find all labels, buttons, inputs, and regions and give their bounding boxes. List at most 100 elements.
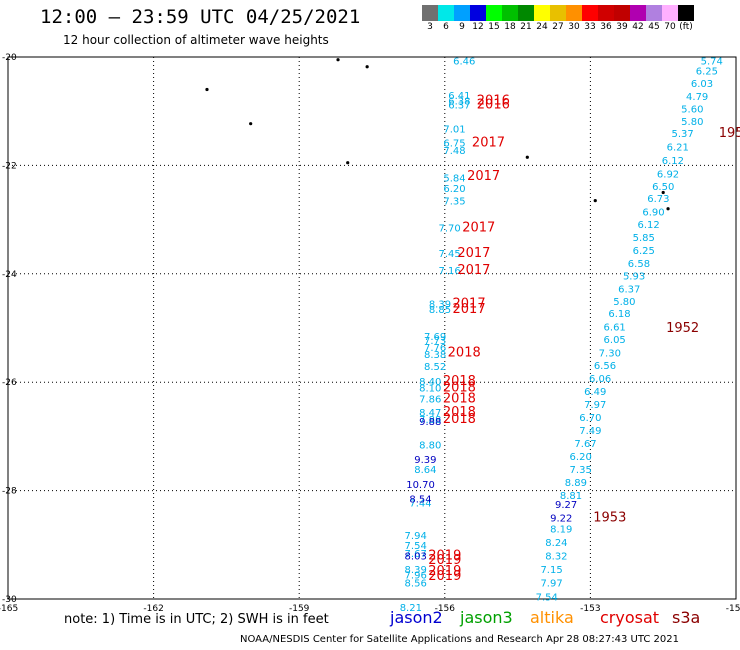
wave-height-label: 7.01 xyxy=(443,125,465,136)
wave-height-label: 2019 xyxy=(428,553,461,568)
legend-label: 24 xyxy=(536,22,548,32)
plot-frame xyxy=(7,56,737,600)
x-tick-label: -153 xyxy=(580,604,600,614)
wave-height-label: 2018 xyxy=(443,405,476,420)
wave-height-label: 8.47 xyxy=(419,408,441,419)
legend-swatch xyxy=(566,5,582,21)
wave-height-label: 7.44 xyxy=(409,499,431,510)
wave-height-label: 2018 xyxy=(448,345,481,360)
wave-height-label: 4.79 xyxy=(686,92,708,103)
wave-height-label: 7.73 xyxy=(424,336,446,347)
wave-height-label: 7.88 xyxy=(419,415,441,426)
x-tick-label: -165 xyxy=(0,604,18,614)
color-legend-labels: 3 6 9 12 15 18 21 24 27 30 33 36 39 42 45 70 (ft) xyxy=(422,22,694,32)
chart-subtitle: 12 hour collection of altimeter wave hei… xyxy=(63,33,329,47)
wave-height-label: 7.48 xyxy=(443,146,465,157)
wave-height-label: 7.67 xyxy=(405,549,427,560)
wave-height-label: 5.93 xyxy=(623,271,645,282)
island-dot xyxy=(365,65,369,69)
x-tick-label: -162 xyxy=(143,604,163,614)
wave-height-label: 7.97 xyxy=(584,400,606,411)
wave-height-label: 5.60 xyxy=(681,104,703,115)
legend-label: 6 xyxy=(443,22,449,32)
color-legend xyxy=(422,5,694,21)
wave-height-label: 6.56 xyxy=(594,361,616,372)
wave-height-label: 6.50 xyxy=(652,182,674,193)
wave-height-label: 6.12 xyxy=(662,156,684,167)
wave-height-label: 9.27 xyxy=(555,500,577,511)
wave-height-label: 2017 xyxy=(462,221,495,236)
x-tick-label: -150 xyxy=(726,604,740,614)
wave-height-label: 7.69 xyxy=(424,332,446,343)
wave-height-label: 7.45 xyxy=(439,249,461,260)
legend-label: 42 xyxy=(632,22,644,32)
legend-label: 70 xyxy=(664,22,676,32)
wave-height-label: 2017 xyxy=(453,302,486,317)
legend-label: 45 xyxy=(648,22,660,32)
island-dot xyxy=(593,199,597,203)
wave-height-label: 6.37 xyxy=(618,284,640,295)
legend-swatch xyxy=(422,5,438,21)
wave-height-label: 8.80 xyxy=(419,441,441,452)
wave-height-label: 2018 xyxy=(443,412,476,427)
satellite-label-jason2: jason2 xyxy=(390,608,443,627)
wave-height-label: 7.54 xyxy=(405,541,427,552)
wave-height-label: 8.10 xyxy=(419,384,441,395)
wave-height-label: 7.54 xyxy=(536,592,558,603)
legend-label: (ft) xyxy=(679,22,693,32)
wave-height-label: 8.56 xyxy=(405,579,427,590)
legend-swatch xyxy=(454,5,470,21)
island-dot xyxy=(666,207,670,211)
wave-height-label: 6.20 xyxy=(570,452,592,463)
legend-swatch xyxy=(534,5,550,21)
wave-height-label: 6.75 xyxy=(443,139,465,150)
satellite-label-s3a: s3a xyxy=(672,608,701,627)
island-dot xyxy=(346,161,350,165)
wave-height-label: 8.54 xyxy=(409,495,431,506)
island-dot xyxy=(205,87,209,92)
wave-height-label: 2019 xyxy=(428,549,461,564)
wave-height-label: 8.24 xyxy=(545,538,567,549)
island-dot xyxy=(336,58,340,62)
y-tick-label: -20 xyxy=(2,53,17,63)
wave-height-label: 2017 xyxy=(457,263,490,278)
x-tick-label: -159 xyxy=(289,604,310,614)
wave-height-label: 7.97 xyxy=(540,579,562,590)
wave-height-label: 5.80 xyxy=(613,297,635,308)
wave-height-label: 6.37 xyxy=(448,101,470,112)
wave-height-label: 2018 xyxy=(443,374,476,389)
wave-height-label: 2018 xyxy=(443,391,476,406)
legend-swatch xyxy=(598,5,614,21)
satellite-label-jason3: jason3 xyxy=(460,608,513,627)
legend-label: 27 xyxy=(552,22,564,32)
wave-height-label: 8.21 xyxy=(400,603,422,614)
wave-height-label: 6.20 xyxy=(443,184,465,195)
wave-height-label: 2017 xyxy=(472,136,505,151)
legend-label: 21 xyxy=(520,22,532,32)
island-dot xyxy=(661,190,665,195)
wave-height-label: 6.61 xyxy=(604,322,626,333)
wave-height-label: 6.06 xyxy=(589,374,611,385)
wave-height-label: 8.85 xyxy=(429,305,451,316)
wave-height-label: 6.18 xyxy=(608,309,630,320)
y-tick-label: -28 xyxy=(2,487,17,497)
wave-height-label: 6.70 xyxy=(579,413,601,424)
footer-credit: NOAA/NESDIS Center for Satellite Applica… xyxy=(240,634,679,645)
wave-height-label: 9.22 xyxy=(550,514,572,525)
wave-height-label: 7.76 xyxy=(424,343,446,354)
wave-height-label: 10.70 xyxy=(406,480,435,491)
satellite-label-altika: altika xyxy=(530,608,574,627)
legend-label: 39 xyxy=(616,22,628,32)
wave-height-label: 195 xyxy=(719,126,740,141)
wave-height-label: 2016 xyxy=(477,93,510,108)
wave-height-label: 2019 xyxy=(428,569,461,584)
wave-height-label: 7.30 xyxy=(599,348,621,359)
legend-swatch xyxy=(486,5,502,21)
legend-swatch xyxy=(662,5,678,21)
wave-height-label: 2018 xyxy=(443,381,476,396)
wave-height-label: 5.84 xyxy=(443,173,465,184)
wave-height-label: 6.49 xyxy=(584,387,606,398)
y-tick-label: -30 xyxy=(2,595,17,605)
legend-swatch xyxy=(502,5,518,21)
y-tick-label: -24 xyxy=(2,270,17,280)
